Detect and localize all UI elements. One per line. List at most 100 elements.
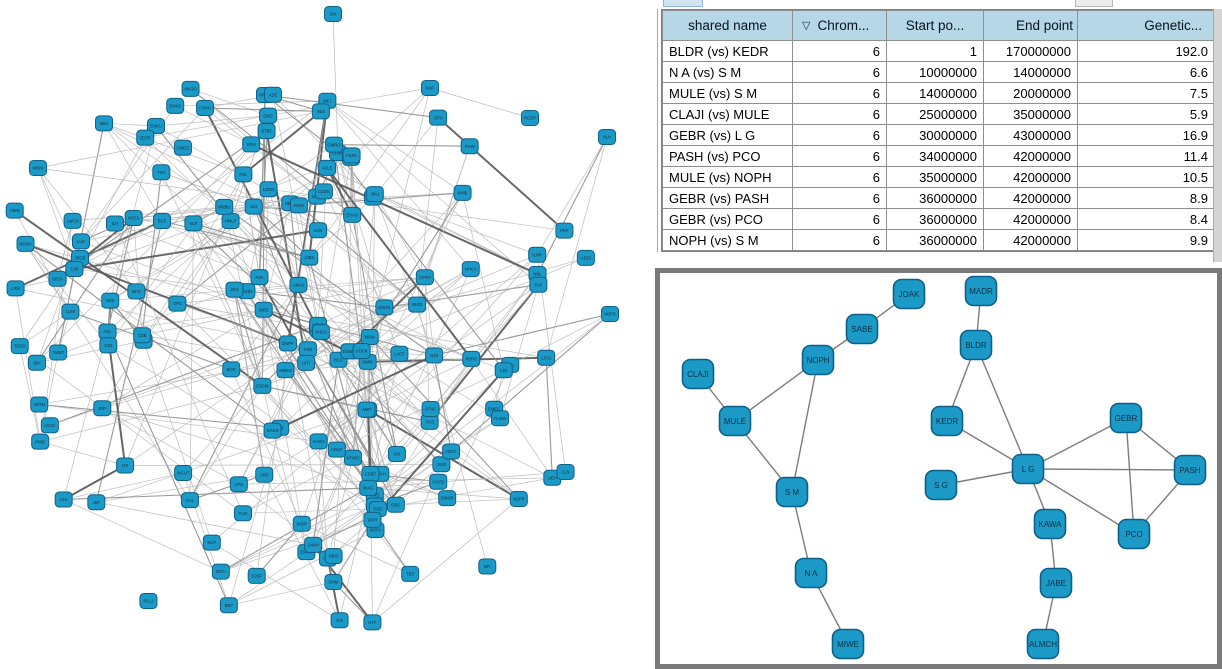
overview-node[interactable]: SES xyxy=(311,103,330,120)
overview-node[interactable]: WNNI xyxy=(29,160,47,176)
overview-node[interactable]: CWRO xyxy=(325,136,344,153)
overview-node[interactable]: DJSF xyxy=(247,567,266,584)
overview-node[interactable]: WSR xyxy=(363,511,382,528)
overview-node[interactable]: FJW xyxy=(298,341,317,358)
overview-node[interactable]: SCF xyxy=(184,215,203,232)
overview-node[interactable]: PJN xyxy=(250,269,269,286)
overview-node[interactable]: JSF xyxy=(87,494,106,511)
overview-node[interactable]: HLH xyxy=(598,129,616,145)
overview-node[interactable]: URC xyxy=(255,466,274,483)
overview-node[interactable]: SAI xyxy=(324,6,342,22)
overview-node[interactable]: MKJ xyxy=(95,115,114,132)
table-row[interactable]: CLAJI (vs) MULE 6 25000000 35000000 5.9 xyxy=(662,103,1215,125)
overview-node[interactable]: MFG xyxy=(127,283,146,300)
overview-node[interactable]: PHW xyxy=(460,138,479,155)
overview-node[interactable]: WBE xyxy=(254,301,273,318)
overview-node[interactable]: CDB xyxy=(133,327,152,344)
overview-node[interactable]: EHAG xyxy=(343,206,362,223)
overview-node[interactable]: HTI xyxy=(116,457,135,474)
overview-node[interactable]: CDBF xyxy=(361,466,380,483)
overview-node[interactable]: FAF xyxy=(529,276,548,293)
overview-node[interactable]: WCUT xyxy=(174,464,193,481)
overview-node[interactable]: ENKU xyxy=(147,118,165,134)
overview-node[interactable]: AMP xyxy=(357,401,376,418)
column-header-genetic[interactable]: Genetic... xyxy=(1077,10,1215,41)
overview-node[interactable]: CJN xyxy=(65,260,84,277)
overview-node[interactable]: BTBF xyxy=(257,123,276,140)
overview-node[interactable]: BEF xyxy=(219,597,238,614)
table-row[interactable]: MULE (vs) S M 6 14000000 20000000 7.5 xyxy=(662,82,1215,104)
overview-node[interactable]: ALLE xyxy=(318,159,337,176)
network-edge-LG-PASH[interactable] xyxy=(1027,468,1191,471)
overview-node[interactable]: UJM xyxy=(61,303,80,320)
overview-node[interactable]: ERH xyxy=(242,136,261,153)
table-row[interactable]: GEBR (vs) PCO 6 36000000 42000000 8.4 xyxy=(662,208,1215,230)
overview-node[interactable]: TSG xyxy=(152,164,171,181)
overview-node[interactable]: JJO xyxy=(244,198,263,215)
overview-node[interactable]: UOGI xyxy=(40,417,59,434)
overview-node[interactable]: KCP xyxy=(202,534,221,551)
network-node-JABE[interactable]: JABE xyxy=(1039,567,1073,599)
overview-node[interactable]: SMM xyxy=(324,573,343,590)
network-node-BLDR[interactable]: BLDR xyxy=(959,329,993,361)
overview-node[interactable]: KKP xyxy=(421,80,439,96)
overview-node[interactable]: CLN xyxy=(556,463,575,480)
table-scrollbar[interactable] xyxy=(1213,9,1222,262)
table-row[interactable]: MULE (vs) NOPH 6 35000000 42000000 10.5 xyxy=(662,166,1215,188)
overview-network-canvas[interactable]: SAICCMCWNNIENKUJPOEBCFHLHNBPDHPOBKKPRCDP… xyxy=(0,0,655,669)
overview-node[interactable]: TUO xyxy=(233,505,252,522)
overview-node[interactable]: TDCH xyxy=(10,338,29,355)
overview-node[interactable]: MIAG xyxy=(359,479,378,496)
overview-node[interactable]: SWNR xyxy=(438,490,457,507)
overview-node[interactable]: PWD xyxy=(31,433,50,450)
network-node-NOPH[interactable]: NOPH xyxy=(801,344,835,376)
network-node-SG[interactable]: S G xyxy=(924,469,958,501)
overview-node[interactable]: DJS xyxy=(425,347,444,364)
overview-node[interactable]: AGUF xyxy=(327,441,346,458)
overview-node[interactable]: FSHH xyxy=(196,100,214,116)
overview-node[interactable]: BCF xyxy=(153,213,171,229)
network-node-CLAJI[interactable]: CLAJI xyxy=(681,358,715,390)
overview-node[interactable]: NJCS xyxy=(124,210,143,227)
tab-fragment-right[interactable] xyxy=(1075,0,1113,7)
overview-node[interactable]: AMAJ xyxy=(289,276,308,293)
network-node-MADR[interactable]: MADR xyxy=(964,275,998,307)
overview-node[interactable]: UOCK xyxy=(352,342,371,359)
overview-node[interactable]: TEP xyxy=(401,565,420,582)
overview-node[interactable]: GNC xyxy=(259,107,278,124)
overview-node[interactable]: ADL xyxy=(98,323,117,340)
overview-node[interactable]: JIUO xyxy=(432,456,451,473)
table-row[interactable]: GEBR (vs) PASH 6 36000000 42000000 8.9 xyxy=(662,187,1215,209)
overview-node[interactable]: IECR xyxy=(136,129,155,146)
overview-node[interactable]: OPU xyxy=(168,295,187,312)
overview-node[interactable]: PEP xyxy=(555,222,574,239)
overview-node[interactable]: SJO xyxy=(99,337,118,354)
overview-node[interactable]: FBL xyxy=(234,166,253,183)
network-node-SM[interactable]: S M xyxy=(775,476,809,508)
table-row[interactable]: GEBR (vs) L G 6 30000000 43000000 16.9 xyxy=(662,124,1215,146)
overview-node[interactable]: ILNR xyxy=(528,246,547,263)
overview-node[interactable]: DBO xyxy=(386,496,405,513)
overview-node[interactable]: CAL xyxy=(180,492,199,509)
overview-node[interactable]: HKOO xyxy=(181,80,200,97)
overview-node[interactable]: NHCA xyxy=(461,261,480,278)
column-header-start-point[interactable]: Start po... xyxy=(886,10,984,41)
network-edge-NOPH-SM[interactable] xyxy=(791,359,819,493)
overview-node[interactable]: JJBS xyxy=(300,249,319,266)
overview-node[interactable]: ADE xyxy=(263,86,282,103)
overview-node[interactable]: AJDS xyxy=(576,249,595,266)
overview-node[interactable]: CFPO xyxy=(415,269,434,286)
network-edge-GEBR-PCO[interactable] xyxy=(1125,417,1135,535)
overview-node[interactable]: IDFS xyxy=(442,443,461,460)
overview-node[interactable]: UOS xyxy=(309,222,328,239)
table-row[interactable]: N A (vs) S M 6 10000000 14000000 6.6 xyxy=(662,61,1215,83)
network-node-KAWA[interactable]: KAWA xyxy=(1033,508,1067,540)
table-row[interactable]: NOPH (vs) S M 6 36000000 42000000 9.9 xyxy=(662,229,1215,251)
overview-node[interactable]: NBPD xyxy=(601,306,619,322)
column-header-shared-name[interactable]: shared name xyxy=(662,10,793,41)
overview-node[interactable]: ESCM xyxy=(253,377,272,394)
network-edge-LG-PCO[interactable] xyxy=(1027,468,1135,535)
overview-node[interactable]: GAKS xyxy=(263,422,282,439)
overview-node[interactable]: MSW xyxy=(360,328,379,345)
network-node-LG[interactable]: L G xyxy=(1011,453,1045,485)
